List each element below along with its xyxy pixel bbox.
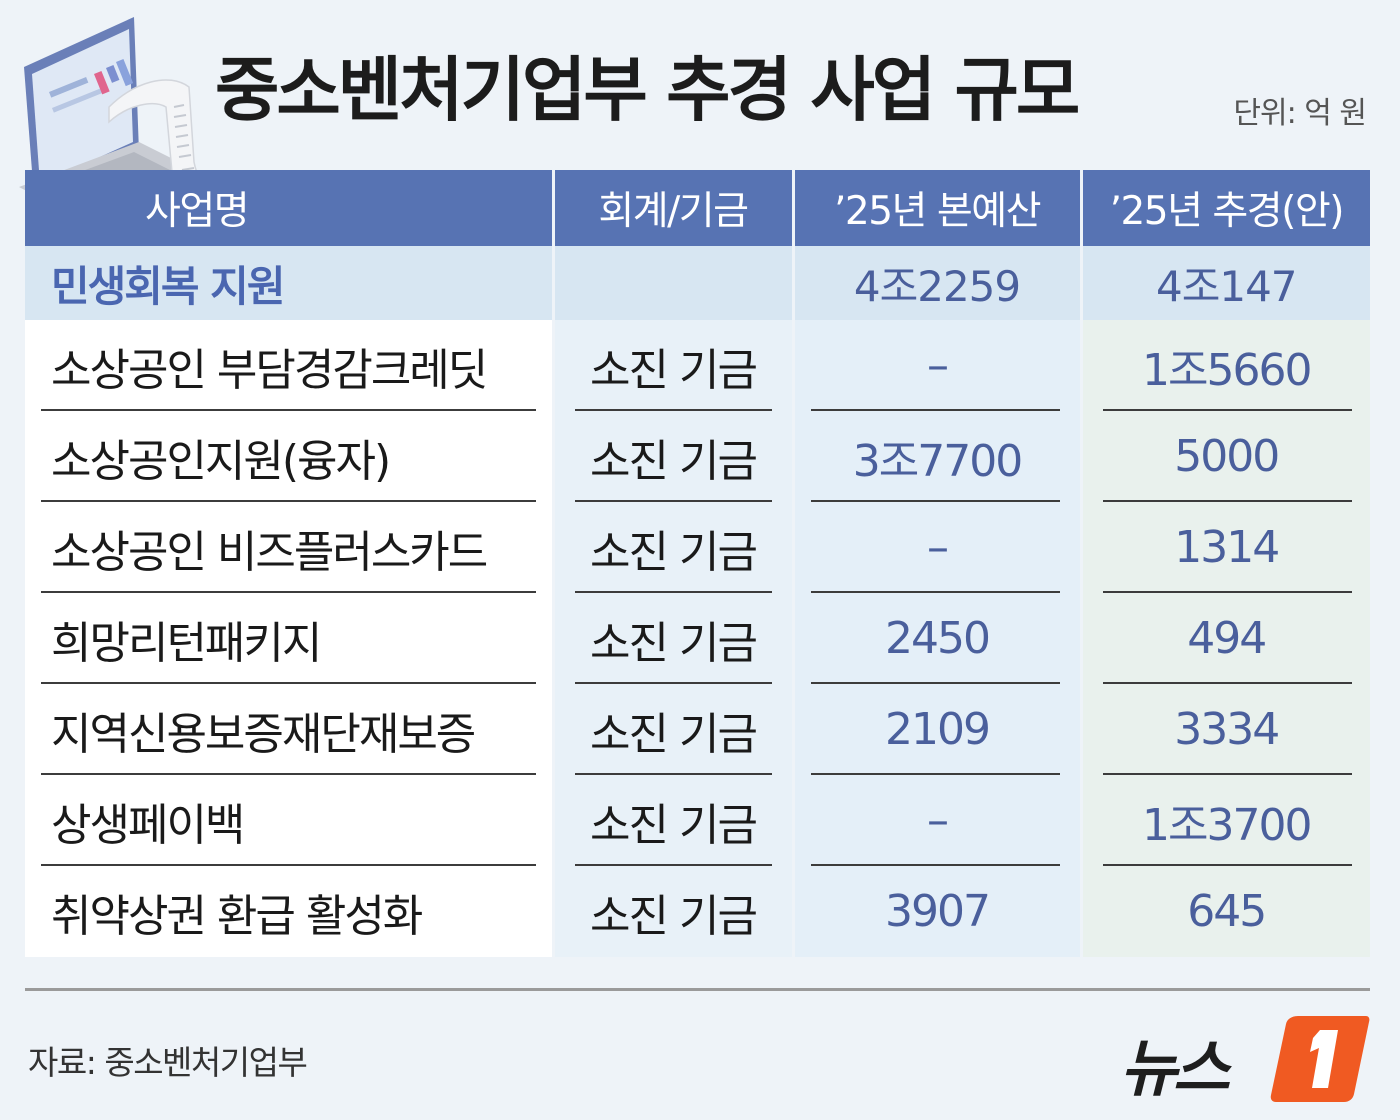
row-budget-2025: – (791, 775, 1081, 866)
row-name: 소상공인 비즈플러스카드 (25, 502, 553, 593)
summary-row: 민생회복 지원 4조2259 4조147 (25, 246, 1370, 320)
table-row: 상생페이백 소진 기금 – 1조3700 (25, 775, 1370, 866)
row-name: 희망리턴패키지 (25, 593, 553, 684)
logo-mark-icon (1270, 1016, 1370, 1102)
column-header-budget-2025: ’25년 본예산 (791, 170, 1081, 246)
table-bottom-divider (25, 988, 1370, 991)
row-name: 지역신용보증재단재보증 (25, 684, 553, 775)
source-note: 자료: 중소벤처기업부 (28, 1043, 308, 1082)
row-fund: 소진 기금 (551, 684, 793, 775)
row-fund: 소진 기금 (551, 502, 793, 593)
table-row: 소상공인지원(융자) 소진 기금 3조7700 5000 (25, 411, 1370, 502)
row-fund: 소진 기금 (551, 593, 793, 684)
row-name: 상생페이백 (25, 775, 553, 866)
row-supplementary-2025: 1조3700 (1079, 775, 1370, 866)
table-header-row: 사업명 회계/기금 ’25년 본예산 ’25년 추경(안) (25, 170, 1370, 246)
column-header-supplementary-2025: ’25년 추경(안) (1079, 170, 1370, 246)
summary-fund (551, 246, 793, 320)
table-row: 지역신용보증재단재보증 소진 기금 2109 3334 (25, 684, 1370, 775)
page-title: 중소벤처기업부 추경 사업 규모 (215, 49, 1080, 131)
budget-table: 사업명 회계/기금 ’25년 본예산 ’25년 추경(안) 민생회복 지원 4조… (25, 170, 1370, 957)
column-header-name: 사업명 (25, 170, 553, 246)
row-budget-2025: – (791, 502, 1081, 593)
row-fund: 소진 기금 (551, 320, 793, 411)
table-row: 소상공인 부담경감크레딧 소진 기금 – 1조5660 (25, 320, 1370, 411)
summary-name: 민생회복 지원 (25, 246, 553, 320)
row-budget-2025: 3907 (791, 866, 1081, 957)
row-supplementary-2025: 645 (1079, 866, 1370, 957)
row-supplementary-2025: 3334 (1079, 684, 1370, 775)
logo-text: 뉴스 (1120, 1032, 1230, 1105)
row-supplementary-2025: 494 (1079, 593, 1370, 684)
unit-label: 단위: 억 원 (1233, 96, 1367, 131)
row-name: 취약상권 환급 활성화 (25, 866, 553, 957)
row-supplementary-2025: 5000 (1079, 411, 1370, 502)
row-fund: 소진 기금 (551, 775, 793, 866)
column-header-fund: 회계/기금 (551, 170, 793, 246)
news1-logo: 뉴스 (1120, 1012, 1375, 1107)
row-fund: 소진 기금 (551, 866, 793, 957)
row-name: 소상공인지원(융자) (25, 411, 553, 502)
row-name: 소상공인 부담경감크레딧 (25, 320, 553, 411)
row-budget-2025: 2109 (791, 684, 1081, 775)
table-row: 희망리턴패키지 소진 기금 2450 494 (25, 593, 1370, 684)
row-supplementary-2025: 1조5660 (1079, 320, 1370, 411)
summary-budget-2025: 4조2259 (791, 246, 1081, 320)
row-fund: 소진 기금 (551, 411, 793, 502)
row-budget-2025: 3조7700 (791, 411, 1081, 502)
row-budget-2025: 2450 (791, 593, 1081, 684)
row-supplementary-2025: 1314 (1079, 502, 1370, 593)
table-row: 소상공인 비즈플러스카드 소진 기금 – 1314 (25, 502, 1370, 593)
table-row: 취약상권 환급 활성화 소진 기금 3907 645 (25, 866, 1370, 957)
summary-supplementary-2025: 4조147 (1079, 246, 1370, 320)
row-budget-2025: – (791, 320, 1081, 411)
